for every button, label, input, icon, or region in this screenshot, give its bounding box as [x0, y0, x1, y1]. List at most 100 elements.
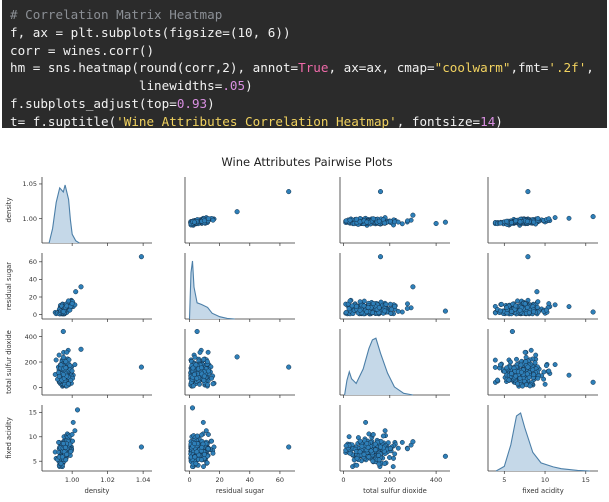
- scatter-point: [376, 305, 382, 311]
- code-text: linewidths=: [10, 78, 223, 94]
- scatter-point: [531, 372, 537, 378]
- scatter-point: [405, 301, 410, 307]
- scatter-point: [527, 383, 533, 389]
- scatter-point: [376, 461, 382, 467]
- code-line-adjust: f.subplots_adjust(top=0.93): [10, 95, 599, 113]
- scatter-point: [372, 441, 378, 447]
- scatter-outlier: [590, 379, 596, 385]
- scatter-point: [59, 454, 65, 460]
- y-tick-label: 200: [25, 358, 37, 366]
- code-number: 0.93: [176, 95, 208, 111]
- y-tick-label: 1.00: [23, 215, 37, 223]
- scatter-point: [542, 381, 548, 387]
- scatter-point: [513, 218, 519, 224]
- scatter-point: [552, 215, 558, 221]
- x-tick-label: 20: [216, 476, 224, 484]
- code-line-corr: corr = wines.corr(): [10, 42, 599, 60]
- y-tick-label: 0: [33, 311, 37, 319]
- scatter-point: [513, 303, 519, 309]
- scatter-point: [535, 299, 541, 305]
- scatter-outlier: [78, 284, 84, 290]
- y-tick-label: 1.05: [23, 180, 37, 188]
- scatter-point: [395, 308, 401, 314]
- panel-total-sulfur-dioxide-vs-total-sulfur-dioxide: [339, 329, 450, 398]
- scatter-point: [492, 364, 498, 370]
- panel-total-sulfur-dioxide-vs-residual-sugar: [184, 328, 295, 398]
- scatter-point: [387, 455, 392, 460]
- scatter-point: [64, 303, 70, 309]
- scatter-point: [68, 377, 74, 383]
- scatter-point: [382, 308, 388, 314]
- code-text: ): [207, 95, 215, 111]
- x-tick-label: 5: [502, 476, 506, 484]
- scatter-point: [60, 441, 66, 447]
- scatter-point: [366, 454, 372, 460]
- scatter-point: [65, 298, 71, 304]
- scatter-point: [541, 376, 547, 382]
- scatter-point: [60, 309, 66, 315]
- scatter-point: [566, 304, 572, 310]
- scatter-point: [387, 445, 393, 451]
- scatter-point: [364, 219, 370, 225]
- scatter-point: [56, 373, 62, 379]
- scatter-point: [60, 372, 66, 378]
- panel-total-sulfur-dioxide-vs-fixed-acidity: [487, 328, 598, 398]
- scatter-point: [546, 368, 552, 374]
- scatter-outlier: [433, 220, 439, 227]
- scatter-point: [357, 438, 363, 444]
- scatter-point: [205, 368, 211, 374]
- panel-density-vs-total-sulfur-dioxide: [339, 177, 450, 246]
- scatter-point: [513, 373, 519, 379]
- scatter-point: [56, 352, 62, 358]
- scatter-outlier: [194, 328, 200, 335]
- x-tick-label: 60: [276, 476, 284, 484]
- scatter-point: [199, 444, 205, 450]
- scatter-point: [541, 369, 547, 375]
- panel-fixed-acidity-vs-residual-sugar: 0 20 40 60 residual sugar: [184, 405, 295, 495]
- panel-density-vs-residual-sugar: [184, 177, 295, 246]
- code-comment: # Correlation Matrix Heatmap: [10, 7, 223, 22]
- scatter-point: [492, 357, 498, 363]
- scatter-point: [365, 304, 371, 310]
- scatter-point: [192, 354, 198, 360]
- panel-density-vs-fixed-acidity: [487, 177, 598, 246]
- scatter-point: [509, 220, 514, 225]
- x-tick-label: 1.02: [100, 476, 114, 484]
- code-text: ): [245, 78, 253, 94]
- y-axis-label: density: [5, 198, 13, 223]
- scatter-point: [69, 368, 75, 374]
- scatter-outlier: [138, 254, 144, 260]
- scatter-point: [504, 218, 510, 224]
- scatter-point: [509, 309, 514, 314]
- scatter-point: [63, 365, 69, 371]
- scatter-point: [523, 359, 529, 365]
- code-cell[interactable]: # Correlation Matrix Heatmap f, ax = plt…: [2, 0, 607, 129]
- scatter-point: [194, 433, 200, 439]
- scatter-point: [531, 309, 537, 315]
- scatter-point: [376, 218, 382, 224]
- scatter-point: [191, 219, 197, 225]
- code-text: ,: [586, 60, 594, 76]
- scatter-point: [361, 303, 367, 309]
- scatter-point: [357, 307, 363, 313]
- scatter-outlier: [286, 364, 292, 370]
- scatter-point: [190, 383, 196, 389]
- scatter-point: [58, 461, 64, 467]
- scatter-outlier: [234, 354, 240, 360]
- scatter-point: [357, 219, 363, 225]
- scatter-point: [205, 446, 211, 452]
- scatter-point: [347, 450, 353, 456]
- scatter-point: [357, 299, 363, 305]
- scatter-point: [205, 349, 211, 355]
- scatter-point: [524, 304, 530, 310]
- scatter-point: [506, 377, 512, 383]
- scatter-point: [199, 432, 205, 438]
- y-axis-label: residual sugar: [5, 262, 13, 310]
- scatter-point: [201, 464, 206, 470]
- code-line-linewidths: linewidths=.05): [10, 77, 599, 95]
- x-tick-label: 15: [582, 476, 590, 484]
- scatter-outlier: [60, 328, 66, 335]
- scatter-point: [520, 383, 525, 389]
- scatter-outlier: [78, 346, 84, 352]
